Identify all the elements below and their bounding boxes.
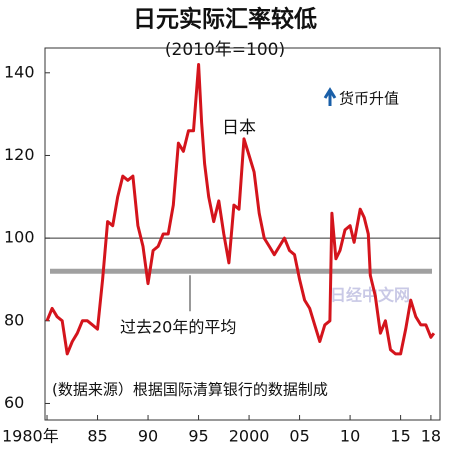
chart-title: 日元实际汇率较低 — [133, 6, 317, 33]
data-line — [45, 63, 436, 356]
average-label: 过去20年的平均 — [120, 318, 236, 337]
y-tick-label: 80 — [4, 310, 24, 329]
y-tick-label: 60 — [4, 393, 24, 412]
watermark: 日经中文网 — [330, 286, 410, 305]
x-tick-label: 90 — [138, 427, 158, 446]
x-tick-label: 05 — [289, 427, 309, 446]
x-tick-label: 1980年 — [2, 427, 59, 446]
legend-note: 货币升值 — [323, 87, 399, 108]
x-tick-label: 18 — [421, 427, 441, 446]
legend-note-text: 货币升值 — [339, 90, 399, 108]
y-tick-label: 120 — [4, 145, 35, 164]
plot-frame — [44, 47, 441, 421]
y-tick-label: 140 — [4, 62, 35, 81]
x-tick-label: 85 — [87, 427, 107, 446]
x-tick-label: 2000 — [229, 427, 270, 446]
x-tick-label: 95 — [188, 427, 208, 446]
series-label: 日本 — [222, 118, 256, 138]
up-arrow — [323, 87, 337, 106]
chart-subtitle: (2010年=100) — [165, 40, 285, 60]
x-tick-label: 15 — [390, 427, 410, 446]
source-note: (数据来源）根据国际清算银行的数据制成 — [52, 381, 328, 399]
y-tick-label: 100 — [4, 228, 35, 247]
x-tick-label: 10 — [340, 427, 360, 446]
